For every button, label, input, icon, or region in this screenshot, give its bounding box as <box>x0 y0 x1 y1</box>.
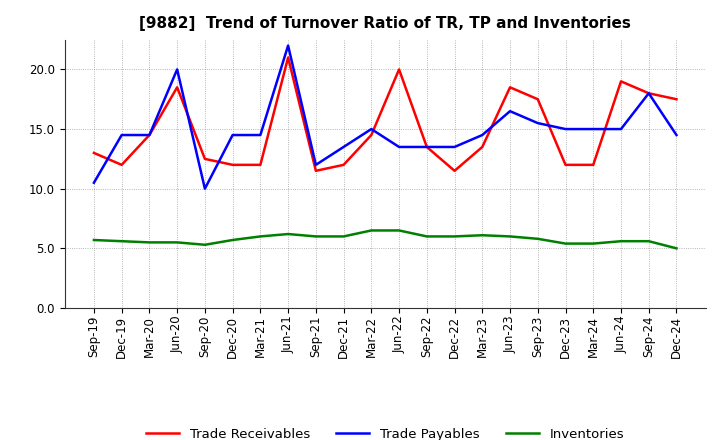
Inventories <box>312 234 320 239</box>
Line: Inventories: Inventories <box>94 231 677 248</box>
Inventories <box>423 234 431 239</box>
Trade Receivables <box>478 144 487 150</box>
Trade Payables <box>534 121 542 126</box>
Inventories <box>89 237 98 242</box>
Inventories <box>616 238 625 244</box>
Inventories <box>478 233 487 238</box>
Trade Payables <box>284 43 292 48</box>
Inventories <box>505 234 514 239</box>
Trade Payables <box>423 144 431 150</box>
Trade Receivables <box>117 162 126 168</box>
Trade Receivables <box>228 162 237 168</box>
Trade Receivables <box>367 132 376 138</box>
Trade Receivables <box>201 156 210 161</box>
Trade Payables <box>367 126 376 132</box>
Inventories <box>561 241 570 246</box>
Inventories <box>339 234 348 239</box>
Trade Payables <box>312 162 320 168</box>
Inventories <box>672 246 681 251</box>
Inventories <box>228 237 237 242</box>
Trade Receivables <box>284 55 292 60</box>
Trade Receivables <box>89 150 98 156</box>
Trade Payables <box>395 144 403 150</box>
Trade Receivables <box>616 79 625 84</box>
Trade Payables <box>256 132 265 138</box>
Trade Payables <box>478 132 487 138</box>
Trade Receivables <box>672 97 681 102</box>
Trade Payables <box>616 126 625 132</box>
Trade Payables <box>672 132 681 138</box>
Trade Payables <box>89 180 98 185</box>
Trade Payables <box>145 132 154 138</box>
Trade Receivables <box>256 162 265 168</box>
Trade Receivables <box>589 162 598 168</box>
Inventories <box>256 234 265 239</box>
Inventories <box>450 234 459 239</box>
Trade Receivables <box>312 168 320 173</box>
Trade Payables <box>201 186 210 191</box>
Trade Payables <box>589 126 598 132</box>
Trade Payables <box>173 67 181 72</box>
Line: Trade Payables: Trade Payables <box>94 46 677 189</box>
Inventories <box>145 240 154 245</box>
Trade Payables <box>339 144 348 150</box>
Inventories <box>644 238 653 244</box>
Trade Receivables <box>450 168 459 173</box>
Trade Receivables <box>644 91 653 96</box>
Trade Payables <box>644 91 653 96</box>
Inventories <box>117 238 126 244</box>
Legend: Trade Receivables, Trade Payables, Inventories: Trade Receivables, Trade Payables, Inven… <box>146 427 624 440</box>
Line: Trade Receivables: Trade Receivables <box>94 58 677 171</box>
Trade Payables <box>117 132 126 138</box>
Trade Payables <box>450 144 459 150</box>
Trade Payables <box>561 126 570 132</box>
Title: [9882]  Trend of Turnover Ratio of TR, TP and Inventories: [9882] Trend of Turnover Ratio of TR, TP… <box>139 16 631 32</box>
Trade Payables <box>505 109 514 114</box>
Trade Receivables <box>173 84 181 90</box>
Trade Receivables <box>145 132 154 138</box>
Inventories <box>173 240 181 245</box>
Trade Receivables <box>534 97 542 102</box>
Trade Receivables <box>505 84 514 90</box>
Inventories <box>589 241 598 246</box>
Trade Receivables <box>339 162 348 168</box>
Inventories <box>284 231 292 237</box>
Trade Receivables <box>423 144 431 150</box>
Inventories <box>395 228 403 233</box>
Trade Payables <box>228 132 237 138</box>
Inventories <box>534 236 542 242</box>
Trade Receivables <box>395 67 403 72</box>
Inventories <box>367 228 376 233</box>
Inventories <box>201 242 210 247</box>
Trade Receivables <box>561 162 570 168</box>
